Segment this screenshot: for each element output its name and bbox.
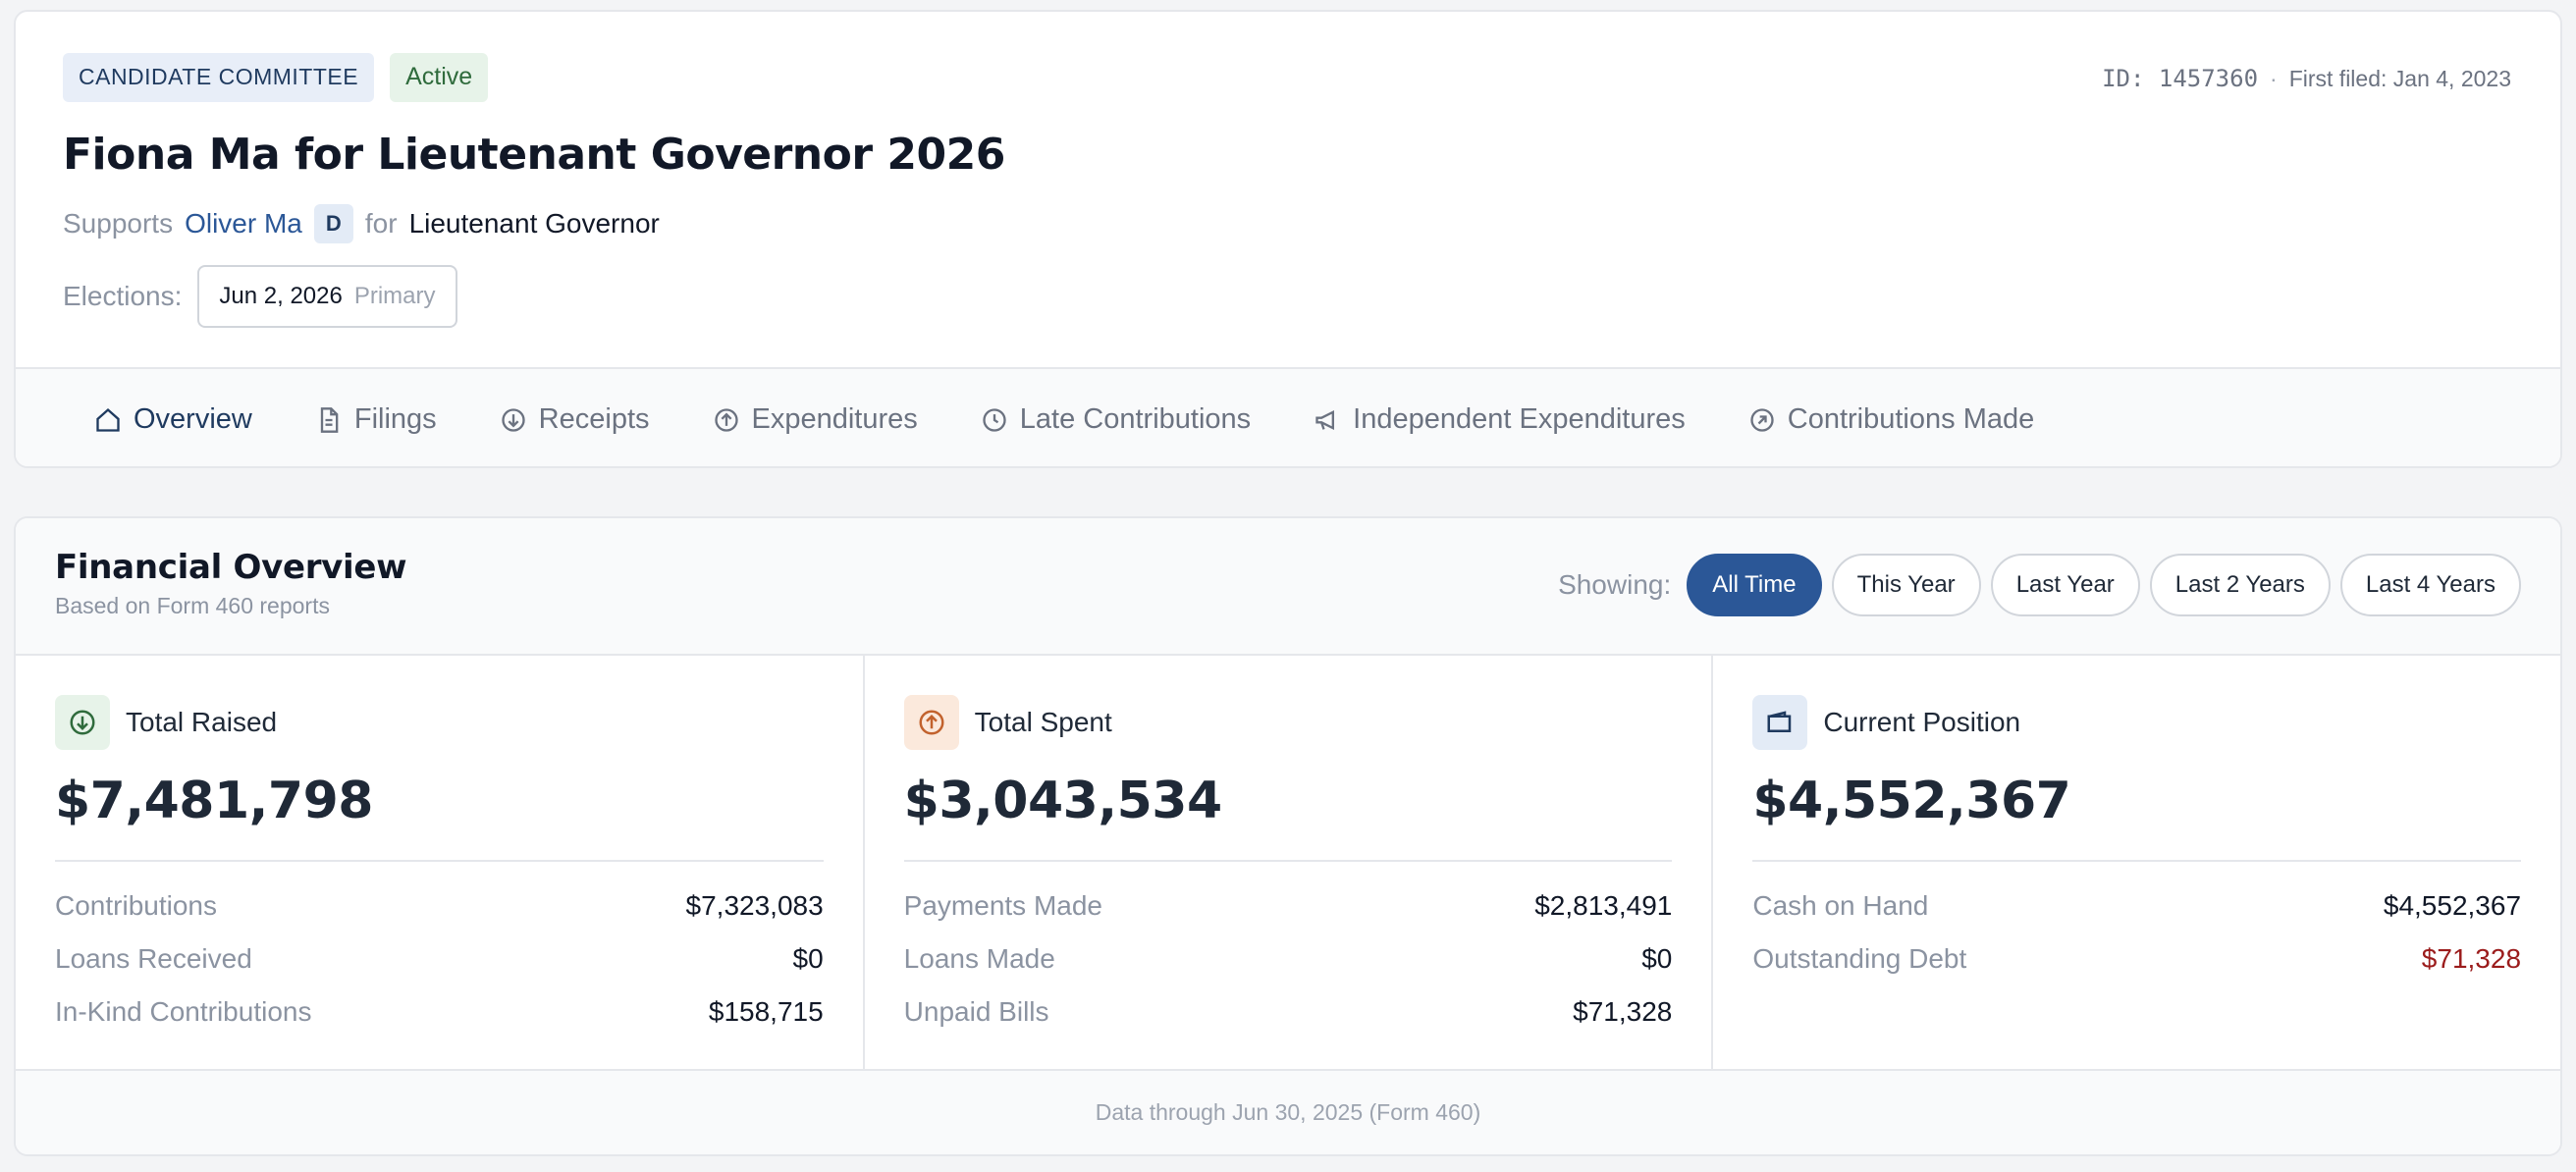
tab-late-contributions[interactable]: Late Contributions	[949, 369, 1282, 466]
election-type: Primary	[353, 283, 436, 309]
first-filed-date: First filed: Jan 4, 2023	[2288, 65, 2511, 91]
total-spent-panel: Total Spent $3,043,534 Payments Made $2,8…	[865, 656, 1714, 1073]
range-all-time-button[interactable]: All Time	[1687, 554, 1822, 616]
row-label: Payments Made	[903, 890, 1102, 921]
tab-filings[interactable]: Filings	[284, 369, 468, 466]
financial-overview-header: Financial Overview Based on Form 460 rep…	[16, 518, 2560, 656]
supports-label: Supports	[63, 208, 174, 239]
row-label: Contributions	[55, 890, 217, 921]
row-value: $0	[1641, 943, 1673, 974]
committee-id: ID: 1457360	[2102, 65, 2259, 92]
section-subtitle: Based on Form 460 reports	[55, 593, 330, 618]
arrow-down-circle-icon	[502, 407, 525, 432]
outstanding-debt-value: $71,328	[2421, 943, 2522, 974]
range-last-year-button[interactable]: Last Year	[1990, 554, 2140, 616]
panel-label: Total Raised	[126, 707, 278, 737]
elections-row: Elections: Jun 2, 2026 Primary	[63, 265, 457, 328]
row-value: $0	[792, 943, 824, 974]
divider	[903, 860, 1673, 862]
list-item: Loans Received $0	[55, 932, 824, 986]
divider	[1752, 860, 2522, 862]
clock-icon	[983, 407, 1006, 432]
tab-label: Contributions Made	[1787, 403, 2035, 435]
row-value: $158,715	[708, 996, 824, 1027]
tab-receipts[interactable]: Receipts	[468, 369, 681, 466]
current-position-panel: Current Position $4,552,367 Cash on Hand…	[1713, 656, 2560, 1073]
megaphone-icon	[1315, 409, 1335, 430]
document-icon	[320, 406, 339, 433]
tab-label: Receipts	[538, 403, 650, 435]
panel-label: Current Position	[1823, 707, 2021, 737]
wallet-icon	[1752, 695, 1808, 750]
section-title: Financial Overview	[55, 548, 407, 587]
tab-bar: Overview Filings Receipts Expenditures L…	[16, 367, 2560, 466]
row-label: Cash on Hand	[1752, 890, 1929, 921]
list-item: Loans Made $0	[904, 932, 1673, 986]
arrow-up-circle-icon	[903, 695, 959, 750]
range-last-4-years-button[interactable]: Last 4 Years	[2339, 554, 2521, 616]
row-label: Loans Received	[55, 943, 252, 974]
for-label: for	[364, 208, 398, 239]
panel-label: Total Spent	[974, 707, 1112, 737]
office-name: Lieutenant Governor	[408, 208, 660, 239]
tab-label: Late Contributions	[1019, 403, 1252, 435]
row-label: Loans Made	[903, 943, 1055, 974]
total-spent-amount: $3,043,534	[903, 772, 1222, 830]
row-label: Outstanding Debt	[1752, 943, 1967, 974]
row-label: In-Kind Contributions	[55, 996, 312, 1027]
list-item: Cash on Hand $4,552,367	[1752, 879, 2521, 932]
tab-contributions-made[interactable]: Contributions Made	[1717, 369, 2066, 466]
arrow-up-right-circle-icon	[1750, 407, 1774, 432]
election-chip[interactable]: Jun 2, 2026 Primary	[197, 265, 457, 328]
row-value: $4,552,367	[2383, 890, 2522, 921]
committee-meta: ID: 1457360 · First filed: Jan 4, 2023	[2102, 65, 2511, 92]
panel-heading: Current Position	[1752, 695, 2521, 750]
badge-row: CANDIDATE COMMITTEE Active	[63, 53, 489, 102]
candidate-link[interactable]: Oliver Ma	[185, 208, 302, 239]
panel-heading: Total Spent	[903, 695, 1673, 750]
range-this-year-button[interactable]: This Year	[1831, 554, 1981, 616]
arrow-up-circle-icon	[714, 407, 738, 432]
tab-label: Overview	[134, 403, 252, 435]
total-raised-panel: Total Raised $7,481,798 Contributions $7,…	[16, 656, 865, 1073]
time-range-selector: Showing: All Time This Year Last Year La…	[1558, 554, 2521, 616]
divider	[55, 860, 824, 862]
total-raised-amount: $7,481,798	[55, 772, 373, 830]
tab-expenditures[interactable]: Expenditures	[681, 369, 949, 466]
arrow-down-circle-icon	[55, 695, 110, 750]
list-item: In-Kind Contributions $158,715	[55, 986, 824, 1039]
committee-header-card: CANDIDATE COMMITTEE Active ID: 1457360 ·…	[14, 10, 2562, 468]
data-through-note: Data through Jun 30, 2025 (Form 460)	[16, 1069, 2560, 1154]
election-date: Jun 2, 2026	[219, 283, 343, 309]
elections-label: Elections:	[63, 281, 183, 311]
list-item: Contributions $7,323,083	[55, 879, 824, 932]
list-item: Outstanding Debt $71,328	[1752, 932, 2521, 986]
supports-line: Supports Oliver Ma D for Lieutenant Gove…	[63, 204, 660, 243]
committee-type-badge: CANDIDATE COMMITTEE	[63, 53, 375, 102]
row-value: $2,813,491	[1534, 890, 1673, 921]
row-label: Unpaid Bills	[903, 996, 1049, 1027]
tab-overview[interactable]: Overview	[63, 369, 284, 466]
financial-overview-card: Financial Overview Based on Form 460 rep…	[14, 516, 2562, 1156]
range-last-2-years-button[interactable]: Last 2 Years	[2149, 554, 2331, 616]
tab-independent-expenditures[interactable]: Independent Expenditures	[1282, 369, 1717, 466]
list-item: Payments Made $2,813,491	[904, 879, 1673, 932]
tab-label: Filings	[353, 403, 437, 435]
tab-label: Independent Expenditures	[1353, 403, 1686, 435]
showing-label: Showing:	[1558, 569, 1672, 600]
list-item: Unpaid Bills $71,328	[904, 986, 1673, 1039]
status-badge: Active	[390, 53, 489, 102]
separator-dot: ·	[2270, 65, 2278, 91]
row-value: $71,328	[1573, 996, 1673, 1027]
current-position-amount: $4,552,367	[1752, 772, 2071, 830]
tab-label: Expenditures	[751, 403, 918, 435]
panel-heading: Total Raised	[55, 695, 824, 750]
summary-columns: Total Raised $7,481,798 Contributions $7,…	[16, 656, 2560, 1073]
home-icon	[96, 407, 120, 432]
party-badge: D	[313, 204, 353, 243]
page-title: Fiona Ma for Lieutenant Governor 2026	[63, 130, 1005, 180]
row-value: $7,323,083	[685, 890, 824, 921]
